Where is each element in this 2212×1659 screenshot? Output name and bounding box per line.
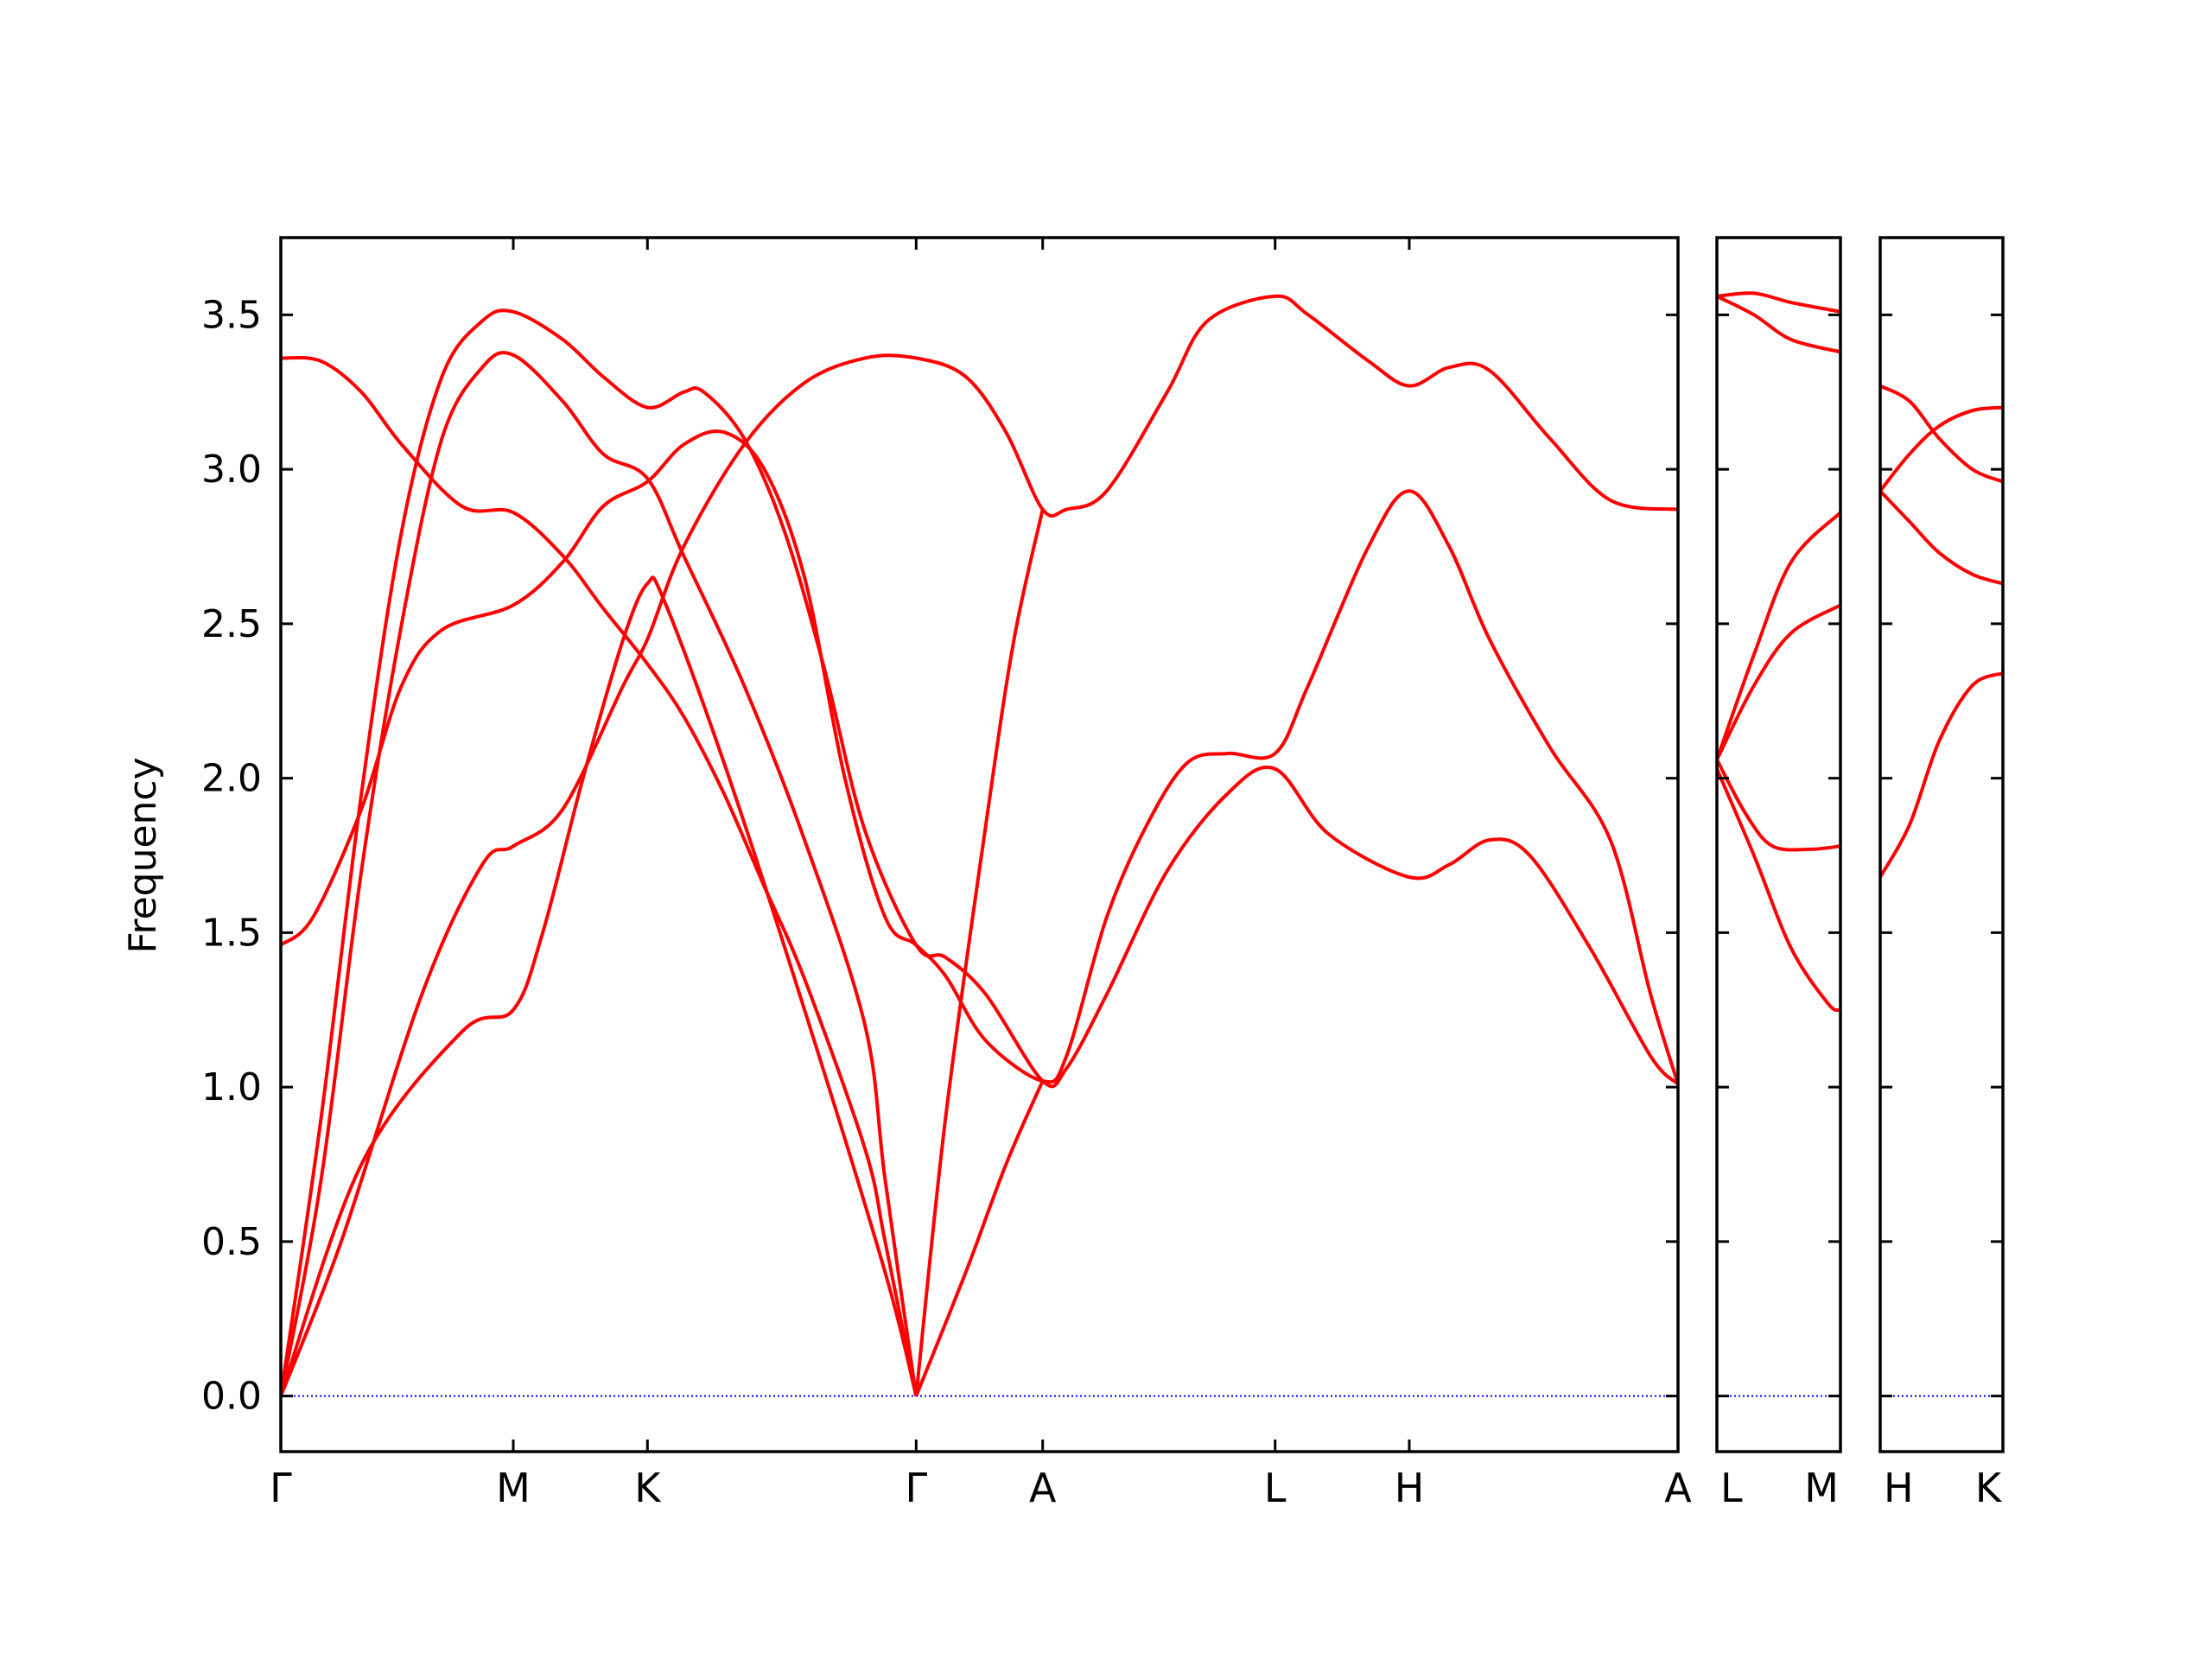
band-line-1 bbox=[1717, 291, 1840, 314]
band-curves bbox=[281, 294, 1678, 1397]
x-tick-label: H bbox=[1395, 1465, 1425, 1511]
band-line-3 bbox=[281, 351, 918, 1396]
y-tick-label: 2.0 bbox=[201, 757, 262, 801]
band-line-7 bbox=[914, 509, 1045, 1396]
y-tick-label: 0.5 bbox=[201, 1220, 262, 1264]
x-tick-label: Γ bbox=[905, 1465, 927, 1511]
y-tick-label: 1.0 bbox=[201, 1065, 262, 1109]
y-axis-label: Frequency bbox=[121, 757, 165, 953]
band-line-2 bbox=[281, 294, 1678, 1397]
band-line-5 bbox=[281, 429, 1678, 1085]
band-line-2 bbox=[1880, 405, 2003, 493]
x-tick-label: H bbox=[1884, 1465, 1914, 1511]
band-line-8 bbox=[914, 1080, 1045, 1397]
panel-frame bbox=[1878, 236, 2005, 1453]
band-curves bbox=[1717, 291, 1840, 1013]
band-line-6 bbox=[281, 355, 918, 1396]
band-line-4 bbox=[281, 308, 1678, 1396]
band-line-3 bbox=[1880, 489, 2003, 586]
panel-frame bbox=[1715, 236, 1842, 1453]
band-line-4 bbox=[1880, 671, 2003, 878]
band-line-5 bbox=[1717, 759, 1840, 852]
panel-1: 0.0 0.5 1.0 1.5 2.0 2.5 3.0 3.5 Γ M K Γ A L H A bbox=[201, 236, 1692, 1511]
x-tick-label: Γ bbox=[270, 1465, 292, 1511]
x-tick-label: K bbox=[634, 1465, 662, 1511]
x-tick-label: A bbox=[1029, 1465, 1057, 1511]
band-curves bbox=[1880, 384, 2003, 878]
x-tick-label: L bbox=[1720, 1465, 1743, 1511]
band-line-1 bbox=[1880, 384, 2003, 484]
band-line-3 bbox=[1717, 511, 1840, 760]
panels-layer: 0.00.51.01.52.02.53.03.5Γ M K Γ A L H A L M H K bbox=[201, 236, 2005, 1511]
y-tick-label: 1.5 bbox=[201, 911, 262, 955]
y-tick-label: 0.0 bbox=[201, 1375, 262, 1419]
band-line-6 bbox=[1717, 768, 1840, 1013]
x-tick-label: M bbox=[1804, 1465, 1839, 1511]
panel-frame bbox=[279, 236, 1680, 1453]
x-tick-label: L bbox=[1264, 1465, 1287, 1511]
band-line-2 bbox=[1717, 295, 1840, 354]
x-tick-label: M bbox=[496, 1465, 531, 1511]
x-tick-label: K bbox=[1975, 1465, 2003, 1511]
y-tick-label: 3.0 bbox=[201, 448, 262, 492]
band-line-4 bbox=[1717, 603, 1840, 761]
x-tick-label: A bbox=[1664, 1465, 1692, 1511]
y-tick-label: 3.5 bbox=[201, 293, 262, 337]
y-tick-label: 2.5 bbox=[201, 602, 262, 646]
